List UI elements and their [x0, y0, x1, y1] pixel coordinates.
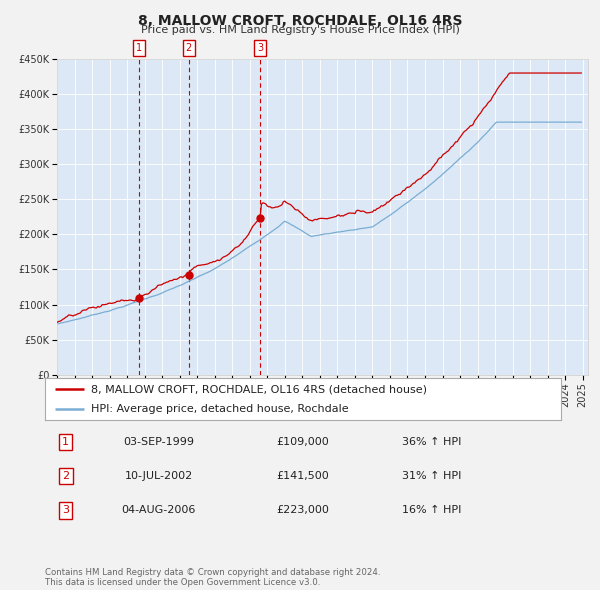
Text: 8, MALLOW CROFT, ROCHDALE, OL16 4RS: 8, MALLOW CROFT, ROCHDALE, OL16 4RS	[138, 14, 462, 28]
Text: 2: 2	[62, 471, 69, 481]
Text: 36% ↑ HPI: 36% ↑ HPI	[403, 437, 461, 447]
Text: £109,000: £109,000	[277, 437, 329, 447]
Text: Contains HM Land Registry data © Crown copyright and database right 2024.
This d: Contains HM Land Registry data © Crown c…	[45, 568, 380, 587]
Text: 16% ↑ HPI: 16% ↑ HPI	[403, 506, 461, 515]
Text: 03-SEP-1999: 03-SEP-1999	[123, 437, 194, 447]
Text: 31% ↑ HPI: 31% ↑ HPI	[403, 471, 461, 481]
Text: 04-AUG-2006: 04-AUG-2006	[121, 506, 196, 515]
Text: 1: 1	[62, 437, 69, 447]
Text: 3: 3	[62, 506, 69, 515]
Text: 10-JUL-2002: 10-JUL-2002	[124, 471, 193, 481]
Text: 3: 3	[257, 43, 263, 53]
Text: 1: 1	[136, 43, 142, 53]
Text: £141,500: £141,500	[277, 471, 329, 481]
Text: HPI: Average price, detached house, Rochdale: HPI: Average price, detached house, Roch…	[91, 404, 349, 414]
Text: 2: 2	[185, 43, 192, 53]
Text: £223,000: £223,000	[277, 506, 329, 515]
Text: 8, MALLOW CROFT, ROCHDALE, OL16 4RS (detached house): 8, MALLOW CROFT, ROCHDALE, OL16 4RS (det…	[91, 384, 427, 394]
Text: Price paid vs. HM Land Registry's House Price Index (HPI): Price paid vs. HM Land Registry's House …	[140, 25, 460, 35]
